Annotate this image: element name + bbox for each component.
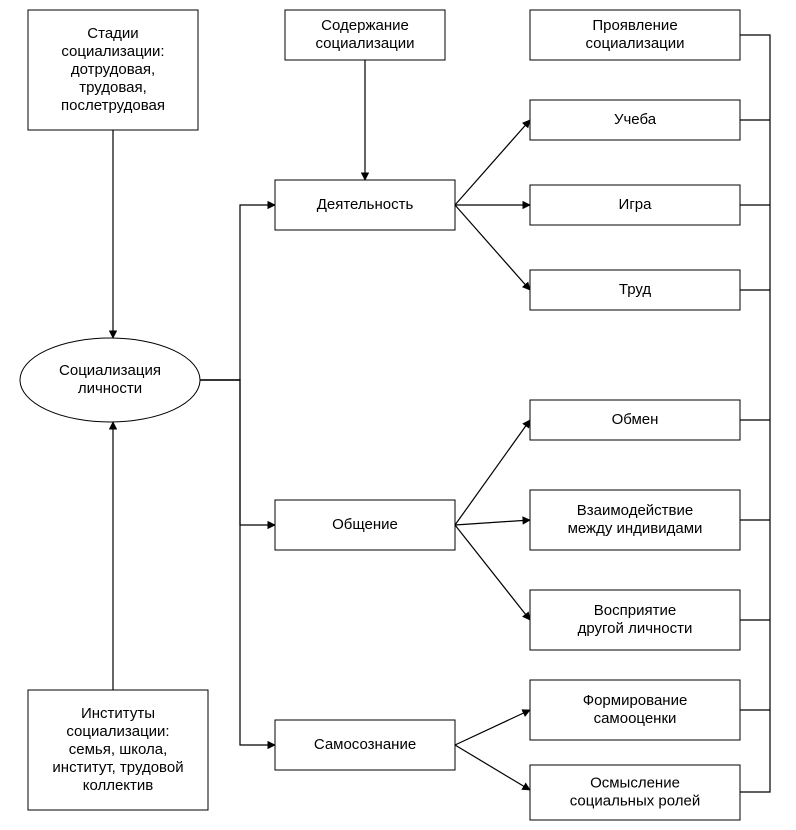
node-study: Учеба [530, 100, 740, 140]
edge-communication-exchange [455, 420, 530, 525]
node-stages-label-1: социализации: [61, 43, 164, 60]
node-communication: Общение [275, 500, 455, 550]
node-selfest: Формированиесамооценки [530, 680, 740, 740]
node-game: Игра [530, 185, 740, 225]
edge-ellipse-activity [200, 205, 275, 380]
node-ellipse-label-1: личности [78, 380, 142, 397]
edge-selfaware-roles [455, 745, 530, 790]
node-percept: Восприятиедругой личности [530, 590, 740, 650]
node-roles-label-0: Осмысление [590, 774, 680, 791]
edge-selfaware-selfest [455, 710, 530, 745]
node-institutes-label-1: социализации: [66, 723, 169, 740]
edge-ellipse-selfaware [200, 380, 275, 745]
node-stages-label-2: дотрудовая, [71, 61, 155, 78]
node-selfest-label-0: Формирование [583, 692, 688, 709]
edge-communication-percept [455, 525, 530, 620]
node-stages-label-4: послетрудовая [61, 97, 165, 114]
edge-manifest-bus [740, 35, 770, 792]
node-manifest: Проявлениесоциализации [530, 10, 740, 60]
node-percept-label-1: другой личности [578, 620, 693, 637]
node-institutes-label-0: Институты [81, 705, 155, 722]
node-institutes-label-4: коллектив [83, 777, 154, 794]
edge-ellipse-communication [200, 380, 275, 525]
edge-communication-interact [455, 520, 530, 525]
node-communication-label-0: Общение [332, 516, 398, 533]
node-stages-label-0: Стадии [87, 25, 138, 42]
edge-activity-labor [455, 205, 530, 290]
node-content-label-1: социализации [315, 35, 414, 52]
node-interact-label-1: между индивидами [568, 520, 703, 537]
edge-activity-study [455, 120, 530, 205]
node-selfest-label-1: самооценки [594, 710, 677, 727]
node-institutes-label-2: семья, школа, [69, 741, 167, 758]
node-manifest-label-0: Проявление [592, 17, 677, 34]
node-game-label-0: Игра [619, 196, 653, 213]
diagram-canvas: Стадиисоциализации:дотрудовая,трудовая,п… [0, 0, 796, 830]
node-institutes: Институтысоциализации:семья, школа,инсти… [28, 690, 208, 810]
node-roles: Осмыслениесоциальных ролей [530, 765, 740, 820]
node-content-label-0: Содержание [321, 17, 409, 34]
nodes-layer: Стадиисоциализации:дотрудовая,трудовая,п… [20, 10, 740, 820]
node-exchange-label-0: Обмен [612, 411, 659, 428]
node-labor: Труд [530, 270, 740, 310]
node-selfaware: Самосознание [275, 720, 455, 770]
node-labor-label-0: Труд [619, 281, 651, 298]
node-activity-label-0: Деятельность [317, 196, 414, 213]
node-activity: Деятельность [275, 180, 455, 230]
node-study-label-0: Учеба [614, 111, 657, 128]
node-stages: Стадиисоциализации:дотрудовая,трудовая,п… [28, 10, 198, 130]
node-ellipse-label-0: Социализация [59, 362, 161, 379]
node-interact-label-0: Взаимодействие [577, 502, 693, 519]
node-percept-label-0: Восприятие [594, 602, 676, 619]
node-ellipse: Социализацияличности [20, 338, 200, 422]
node-exchange: Обмен [530, 400, 740, 440]
node-selfaware-label-0: Самосознание [314, 736, 416, 753]
node-institutes-label-3: институт, трудовой [52, 759, 183, 776]
node-manifest-label-1: социализации [585, 35, 684, 52]
node-stages-label-3: трудовая, [79, 79, 147, 96]
node-content: Содержаниесоциализации [285, 10, 445, 60]
node-roles-label-1: социальных ролей [570, 792, 700, 809]
node-interact: Взаимодействиемежду индивидами [530, 490, 740, 550]
